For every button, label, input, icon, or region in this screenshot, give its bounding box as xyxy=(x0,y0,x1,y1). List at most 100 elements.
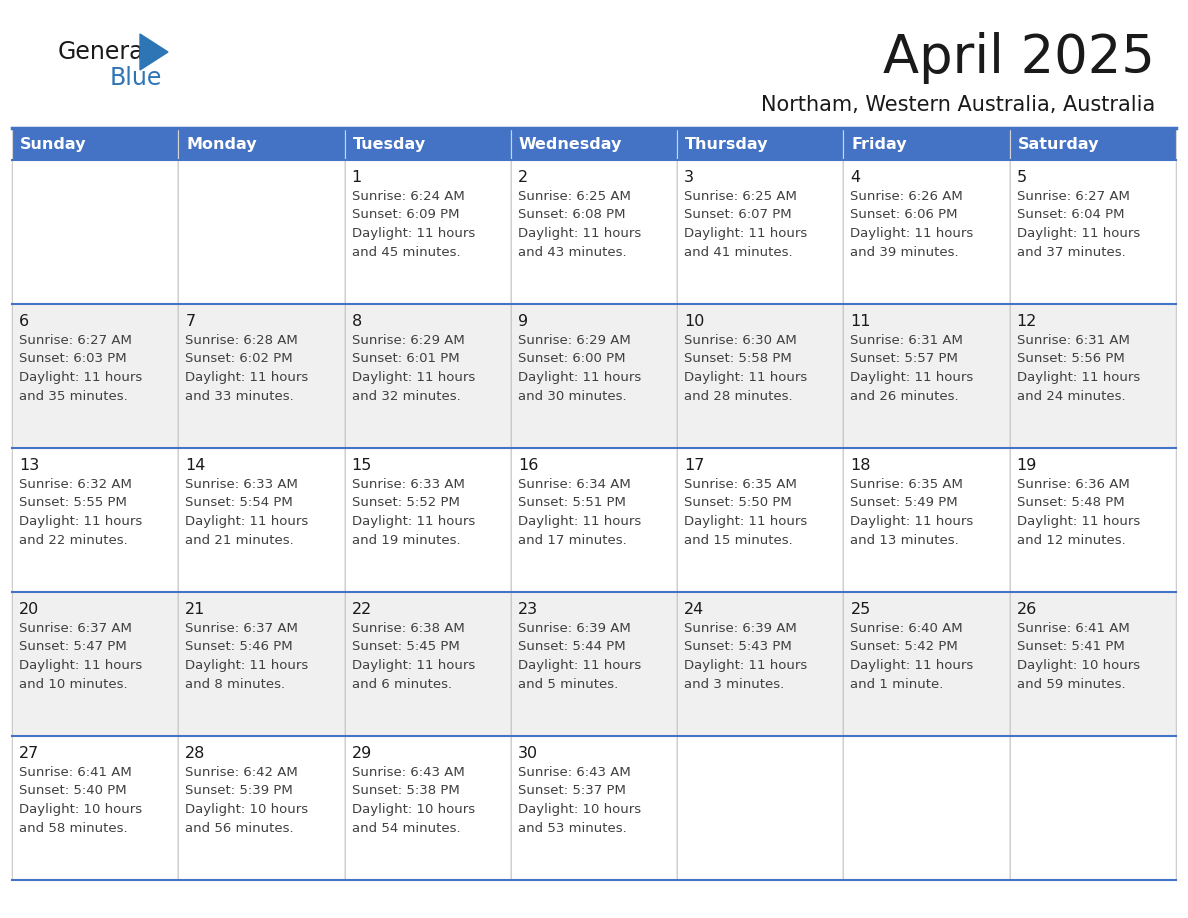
Bar xyxy=(12,128,178,160)
Bar xyxy=(843,592,1010,736)
Text: Sunset: 6:03 PM: Sunset: 6:03 PM xyxy=(19,353,127,365)
Text: Sunrise: 6:31 AM: Sunrise: 6:31 AM xyxy=(851,334,963,347)
Text: Daylight: 11 hours: Daylight: 11 hours xyxy=(518,371,642,384)
Polygon shape xyxy=(140,34,168,70)
Text: Daylight: 10 hours: Daylight: 10 hours xyxy=(352,803,475,816)
Text: 28: 28 xyxy=(185,746,206,761)
Text: 19: 19 xyxy=(1017,458,1037,473)
Text: and 19 minutes.: and 19 minutes. xyxy=(352,533,460,546)
Text: Sunrise: 6:41 AM: Sunrise: 6:41 AM xyxy=(1017,622,1130,635)
Text: Daylight: 11 hours: Daylight: 11 hours xyxy=(185,515,309,528)
Text: Daylight: 11 hours: Daylight: 11 hours xyxy=(851,227,974,240)
Bar xyxy=(677,448,843,592)
Bar xyxy=(511,128,677,160)
Bar xyxy=(511,592,677,736)
Text: Sunrise: 6:43 AM: Sunrise: 6:43 AM xyxy=(352,766,465,779)
Text: Sunrise: 6:27 AM: Sunrise: 6:27 AM xyxy=(19,334,132,347)
Text: 7: 7 xyxy=(185,314,195,329)
Bar xyxy=(677,160,843,304)
Text: and 13 minutes.: and 13 minutes. xyxy=(851,533,959,546)
Text: Sunrise: 6:37 AM: Sunrise: 6:37 AM xyxy=(19,622,132,635)
Bar xyxy=(677,592,843,736)
Text: Daylight: 10 hours: Daylight: 10 hours xyxy=(19,803,143,816)
Text: 10: 10 xyxy=(684,314,704,329)
Text: 14: 14 xyxy=(185,458,206,473)
Text: Sunset: 6:08 PM: Sunset: 6:08 PM xyxy=(518,208,625,221)
Text: and 5 minutes.: and 5 minutes. xyxy=(518,677,618,690)
Text: Daylight: 10 hours: Daylight: 10 hours xyxy=(185,803,309,816)
Bar xyxy=(178,160,345,304)
Text: Sunrise: 6:33 AM: Sunrise: 6:33 AM xyxy=(352,478,465,491)
Text: and 26 minutes.: and 26 minutes. xyxy=(851,389,959,402)
Text: Sunrise: 6:30 AM: Sunrise: 6:30 AM xyxy=(684,334,797,347)
Text: Monday: Monday xyxy=(187,137,257,151)
Bar xyxy=(12,448,178,592)
Text: and 17 minutes.: and 17 minutes. xyxy=(518,533,626,546)
Bar xyxy=(843,128,1010,160)
Text: and 39 minutes.: and 39 minutes. xyxy=(851,245,959,259)
Text: Sunrise: 6:24 AM: Sunrise: 6:24 AM xyxy=(352,190,465,203)
Text: Blue: Blue xyxy=(110,66,163,90)
Text: 25: 25 xyxy=(851,602,871,617)
Text: Sunrise: 6:39 AM: Sunrise: 6:39 AM xyxy=(518,622,631,635)
Text: 12: 12 xyxy=(1017,314,1037,329)
Text: 29: 29 xyxy=(352,746,372,761)
Text: Sunrise: 6:41 AM: Sunrise: 6:41 AM xyxy=(19,766,132,779)
Text: Daylight: 11 hours: Daylight: 11 hours xyxy=(19,371,143,384)
Text: Daylight: 10 hours: Daylight: 10 hours xyxy=(518,803,642,816)
Text: Sunset: 5:51 PM: Sunset: 5:51 PM xyxy=(518,497,626,509)
Text: 13: 13 xyxy=(19,458,39,473)
Text: Sunrise: 6:42 AM: Sunrise: 6:42 AM xyxy=(185,766,298,779)
Bar xyxy=(12,736,178,880)
Text: Daylight: 11 hours: Daylight: 11 hours xyxy=(185,371,309,384)
Text: Friday: Friday xyxy=(852,137,908,151)
Text: Sunset: 5:52 PM: Sunset: 5:52 PM xyxy=(352,497,460,509)
Text: 8: 8 xyxy=(352,314,362,329)
Text: Sunset: 5:38 PM: Sunset: 5:38 PM xyxy=(352,785,460,798)
Bar xyxy=(345,160,511,304)
Text: Sunset: 5:42 PM: Sunset: 5:42 PM xyxy=(851,641,959,654)
Text: Daylight: 11 hours: Daylight: 11 hours xyxy=(684,227,808,240)
Bar xyxy=(511,448,677,592)
Text: Sunset: 6:04 PM: Sunset: 6:04 PM xyxy=(1017,208,1124,221)
Text: Wednesday: Wednesday xyxy=(519,137,623,151)
Text: and 15 minutes.: and 15 minutes. xyxy=(684,533,792,546)
Text: 3: 3 xyxy=(684,170,694,185)
Text: Sunset: 5:57 PM: Sunset: 5:57 PM xyxy=(851,353,959,365)
Bar xyxy=(12,304,178,448)
Text: and 1 minute.: and 1 minute. xyxy=(851,677,943,690)
Text: and 28 minutes.: and 28 minutes. xyxy=(684,389,792,402)
Text: and 22 minutes.: and 22 minutes. xyxy=(19,533,128,546)
Text: Sunset: 5:37 PM: Sunset: 5:37 PM xyxy=(518,785,626,798)
Text: and 33 minutes.: and 33 minutes. xyxy=(185,389,295,402)
Text: 21: 21 xyxy=(185,602,206,617)
Bar xyxy=(1010,160,1176,304)
Text: and 24 minutes.: and 24 minutes. xyxy=(1017,389,1125,402)
Text: Sunset: 5:48 PM: Sunset: 5:48 PM xyxy=(1017,497,1124,509)
Text: Sunrise: 6:36 AM: Sunrise: 6:36 AM xyxy=(1017,478,1130,491)
Bar xyxy=(12,592,178,736)
Text: Sunset: 5:58 PM: Sunset: 5:58 PM xyxy=(684,353,792,365)
Text: and 3 minutes.: and 3 minutes. xyxy=(684,677,784,690)
Text: Sunset: 6:02 PM: Sunset: 6:02 PM xyxy=(185,353,293,365)
Bar xyxy=(1010,448,1176,592)
Bar xyxy=(843,304,1010,448)
Text: Sunrise: 6:28 AM: Sunrise: 6:28 AM xyxy=(185,334,298,347)
Text: Daylight: 11 hours: Daylight: 11 hours xyxy=(352,371,475,384)
Bar xyxy=(1010,128,1176,160)
Text: Daylight: 11 hours: Daylight: 11 hours xyxy=(684,659,808,672)
Text: Daylight: 11 hours: Daylight: 11 hours xyxy=(518,227,642,240)
Text: Sunrise: 6:27 AM: Sunrise: 6:27 AM xyxy=(1017,190,1130,203)
Text: Sunset: 6:01 PM: Sunset: 6:01 PM xyxy=(352,353,460,365)
Text: Daylight: 11 hours: Daylight: 11 hours xyxy=(851,515,974,528)
Text: Daylight: 11 hours: Daylight: 11 hours xyxy=(352,515,475,528)
Text: and 6 minutes.: and 6 minutes. xyxy=(352,677,451,690)
Text: Daylight: 11 hours: Daylight: 11 hours xyxy=(1017,371,1140,384)
Text: Sunset: 5:39 PM: Sunset: 5:39 PM xyxy=(185,785,293,798)
Text: Sunrise: 6:38 AM: Sunrise: 6:38 AM xyxy=(352,622,465,635)
Bar xyxy=(178,448,345,592)
Text: Sunrise: 6:26 AM: Sunrise: 6:26 AM xyxy=(851,190,963,203)
Text: Daylight: 10 hours: Daylight: 10 hours xyxy=(1017,659,1139,672)
Bar xyxy=(345,736,511,880)
Bar xyxy=(511,160,677,304)
